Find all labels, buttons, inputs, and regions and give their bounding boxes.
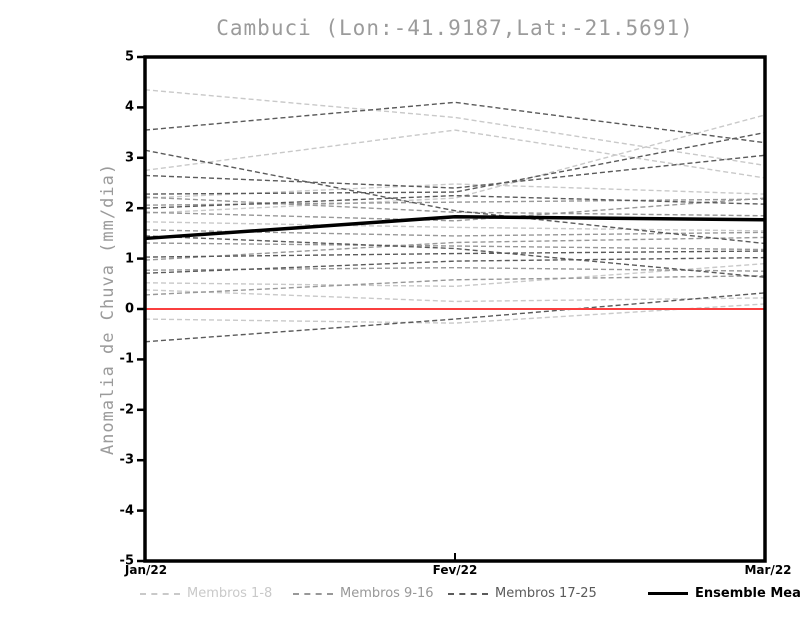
legend-item-membros-9-16: Membros 9-16 [293, 586, 434, 601]
legend-label: Membros 1-8 [187, 586, 273, 601]
y-tick-label: 3 [124, 150, 134, 166]
ensemble-member-line [144, 256, 766, 274]
legend-item-membros-1-8: Membros 1-8 [140, 586, 272, 601]
y-tick-label: -5 [119, 553, 134, 569]
ensemble-member-line [144, 154, 766, 189]
ensemble-member-line [144, 292, 766, 343]
ensemble-member-line [144, 129, 766, 179]
y-tick-label: -2 [119, 402, 134, 418]
dashed-line-sample-icon [448, 592, 488, 595]
ensemble-member-line [144, 198, 766, 206]
ensemble-member-line [144, 262, 766, 288]
y-tick-label: 1 [124, 251, 134, 267]
ensemble-member-line [144, 196, 766, 217]
ensemble-member-line [144, 114, 766, 214]
chart-title: Cambuci (Lon:-41.9187,Lat:-21.5691) [216, 16, 694, 40]
legend-item-ensemble-mean: Ensemble Mean [648, 586, 800, 601]
ensemble-member-line [144, 89, 766, 167]
ensemble-member-line [144, 275, 766, 296]
x-tick-label-fev: Fev/22 [432, 563, 478, 577]
y-tick-label: 0 [124, 301, 134, 317]
ensemble-member-line [144, 183, 766, 199]
solid-line-sample-icon [648, 592, 688, 595]
x-tick-label-jan: Jan/22 [124, 563, 168, 577]
y-tick-label: 4 [124, 99, 134, 115]
ensemble-member-line [144, 131, 766, 195]
ensemble-member-line [144, 229, 766, 237]
legend-label: Ensemble Mean [695, 586, 800, 601]
y-tick-label: -4 [119, 503, 134, 519]
legend: Membros 1-8 Membros 9-16 Membros 17-25 E… [0, 586, 800, 606]
dashed-line-sample-icon [140, 592, 180, 595]
legend-item-membros-17-25: Membros 17-25 [448, 586, 597, 601]
y-tick-label: 2 [124, 200, 134, 216]
x-tick-label-mar: Mar/22 [744, 563, 792, 577]
ensemble-member-line [144, 101, 766, 144]
ensemble-member-line [144, 303, 766, 324]
legend-label: Membros 9-16 [340, 586, 434, 601]
y-tick-label: -1 [119, 351, 134, 367]
ensemble-member-line [144, 266, 766, 272]
y-tick-label: 5 [124, 49, 134, 65]
ensemble-member-line [144, 194, 766, 209]
ensemble-member-line [144, 149, 766, 245]
ensemble-member-line [144, 289, 766, 303]
legend-label: Membros 17-25 [495, 586, 597, 601]
y-tick-label: -3 [119, 452, 134, 468]
ensemble-member-line [144, 221, 766, 232]
ensemble-member-line [144, 250, 766, 258]
ensemble-mean-line [144, 215, 766, 241]
ensemble-member-line [144, 242, 766, 251]
dashed-line-sample-icon [293, 592, 333, 595]
